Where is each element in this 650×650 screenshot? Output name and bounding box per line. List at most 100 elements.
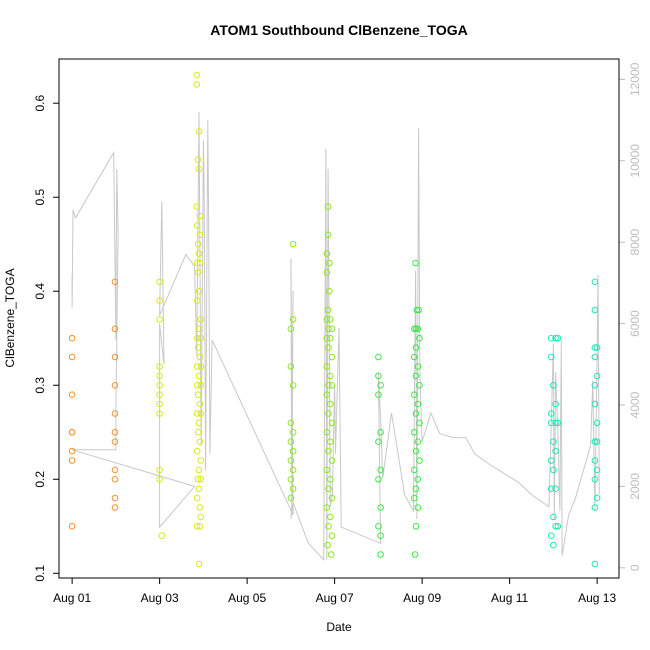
data-point [550, 541, 557, 549]
data-point [327, 551, 335, 558]
data-point [156, 382, 163, 389]
data-point [412, 410, 420, 417]
x-tick-label: Aug 05 [228, 591, 266, 605]
plot-area-border [58, 58, 620, 579]
x-tick-label: Aug 03 [141, 591, 179, 605]
data-point [325, 485, 332, 493]
data-point [593, 438, 601, 446]
data-point [287, 494, 295, 502]
data-point [196, 438, 204, 446]
data-point [324, 231, 332, 239]
data-point [377, 532, 384, 540]
data-point [196, 231, 204, 239]
data-point [552, 447, 559, 455]
data-point [411, 429, 418, 436]
data-point [156, 410, 163, 417]
data-point [591, 306, 599, 314]
x-tick-label: Aug 13 [578, 591, 616, 605]
chart-title: ATOM1 Southbound ClBenzene_TOGA [210, 22, 467, 38]
series-group [375, 259, 423, 558]
data-point [554, 334, 562, 342]
data-point [323, 429, 331, 436]
data-point [111, 494, 119, 502]
data-point [68, 523, 76, 530]
data-point [287, 363, 295, 370]
data-point [111, 278, 119, 286]
data-point [325, 447, 332, 455]
secondary-tick-label: 12000 [628, 62, 642, 96]
data-point [375, 391, 382, 399]
data-point [111, 476, 119, 483]
data-point [196, 400, 204, 408]
data-point [111, 353, 119, 361]
data-point [193, 71, 201, 79]
secondary-tick-label: 10000 [628, 144, 642, 178]
data-point [547, 457, 555, 464]
data-point [289, 447, 297, 455]
data-point [156, 372, 163, 380]
data-point [193, 334, 201, 342]
data-point [325, 410, 332, 417]
data-point [197, 513, 205, 521]
data-point [591, 438, 599, 446]
data-point [377, 466, 384, 474]
data-point [412, 447, 420, 455]
data-point [377, 382, 384, 389]
x-tick-label: Aug 09 [403, 591, 441, 605]
data-point [411, 551, 419, 558]
data-point [415, 306, 422, 314]
data-point [547, 532, 555, 540]
data-point [68, 457, 76, 464]
data-point [195, 325, 203, 333]
x-tick-label: Aug 11 [491, 591, 528, 605]
data-point [411, 391, 418, 399]
data-point [197, 410, 205, 417]
data-point [550, 438, 557, 446]
axes-layer: 0.1 0.2 0.3 0.4 0.5 0.6 Aug 01 Aug 03 Aug 05 Aug … [33, 62, 642, 605]
data-point [328, 532, 336, 540]
data-point [416, 334, 423, 342]
data-point [593, 372, 601, 380]
data-point [552, 400, 559, 408]
data-point [289, 240, 297, 248]
data-point [412, 325, 420, 333]
y-axis-label: ClBenzene_TOGA [3, 268, 17, 367]
data-point [414, 400, 422, 408]
data-point [412, 523, 420, 530]
data-point [593, 344, 601, 351]
data-point [375, 372, 382, 380]
data-point [287, 476, 295, 483]
data-point [326, 287, 333, 295]
data-point [593, 494, 601, 502]
secondary-tick-label: 0 [628, 564, 642, 571]
data-point [193, 222, 201, 229]
x-axis-label: Date [326, 620, 352, 634]
data-point [193, 494, 201, 502]
data-point [194, 156, 202, 163]
secondary-tick-label: 6000 [628, 310, 642, 337]
data-point [323, 391, 331, 399]
data-point [414, 363, 422, 370]
data-point [193, 259, 201, 267]
series-group [547, 278, 601, 568]
data-point [68, 429, 76, 436]
data-point [327, 334, 334, 342]
data-point [411, 494, 418, 502]
data-point [324, 541, 331, 549]
data-point [197, 316, 205, 323]
data-point [195, 485, 203, 493]
data-point [328, 353, 336, 361]
data-point [156, 278, 163, 286]
data-point [196, 504, 204, 511]
data-point [323, 363, 331, 370]
series-group [287, 203, 336, 558]
data-point [412, 344, 420, 351]
data-point [111, 429, 119, 436]
data-point [111, 466, 119, 474]
data-point [193, 410, 201, 417]
data-point [68, 353, 76, 361]
data-point [327, 316, 334, 323]
data-point [412, 259, 419, 267]
data-point [552, 334, 559, 342]
data-point [550, 466, 557, 474]
